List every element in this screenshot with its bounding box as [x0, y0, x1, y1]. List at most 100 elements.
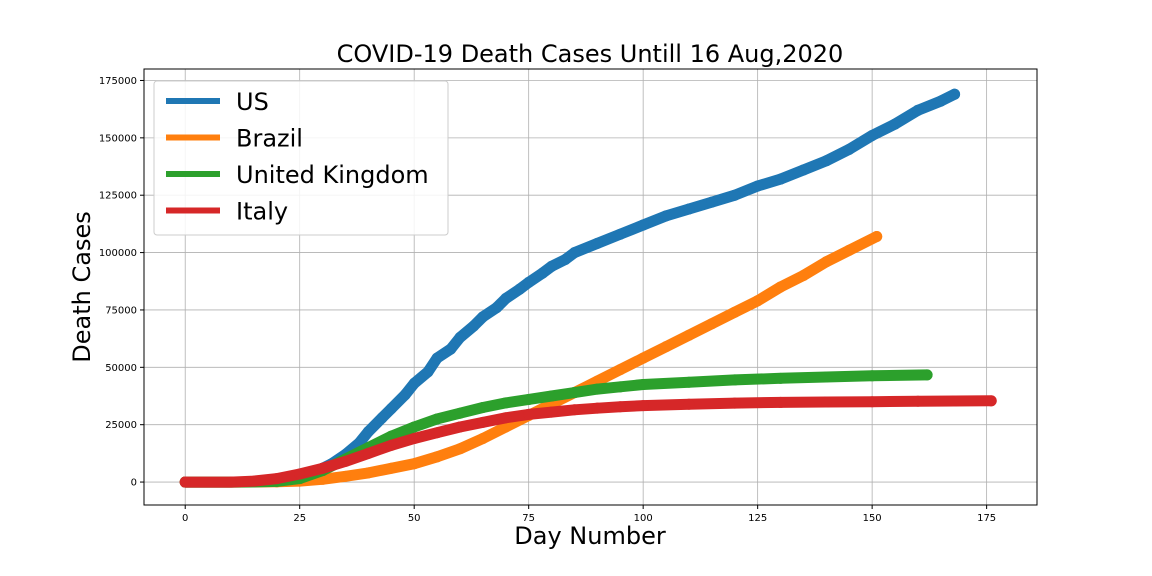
data-point [614, 364, 626, 376]
data-point [408, 432, 420, 444]
data-point [385, 439, 397, 451]
data-point [422, 366, 434, 378]
data-point [591, 402, 603, 414]
data-point [431, 413, 443, 425]
legend-label: Italy [236, 198, 288, 226]
x-tick-label: 125 [748, 513, 767, 524]
data-point [843, 143, 855, 155]
data-point [559, 253, 571, 265]
data-point [339, 455, 351, 467]
data-point [729, 397, 741, 409]
x-tick-label: 75 [522, 513, 535, 524]
data-point [376, 412, 388, 424]
data-point [935, 95, 947, 107]
data-point [362, 447, 374, 459]
data-point [683, 398, 695, 410]
x-tick-label: 150 [863, 513, 882, 524]
y-tick-label: 75000 [105, 305, 137, 316]
data-point [271, 473, 283, 485]
data-point [797, 270, 809, 282]
data-point [546, 390, 558, 402]
x-tick-label: 50 [408, 513, 421, 524]
data-point [454, 407, 466, 419]
data-point [843, 244, 855, 256]
y-tick-label: 25000 [105, 420, 137, 431]
data-point [820, 396, 832, 408]
data-point [491, 302, 503, 314]
data-point [568, 247, 580, 259]
data-point [339, 470, 351, 482]
data-point [546, 260, 558, 272]
data-point [468, 320, 480, 332]
data-point [514, 283, 526, 295]
data-point [385, 462, 397, 474]
data-point [871, 231, 883, 243]
data-point [500, 421, 512, 433]
data-point [912, 104, 924, 116]
data-point [385, 403, 397, 415]
data-point [921, 369, 933, 381]
data-point [477, 401, 489, 413]
data-point [752, 180, 764, 192]
legend-label: Brazil [236, 125, 303, 153]
data-point [706, 196, 718, 208]
data-point [431, 352, 443, 364]
y-tick-label: 125000 [99, 191, 137, 202]
data-point [637, 379, 649, 391]
data-point [408, 458, 420, 470]
data-point [912, 395, 924, 407]
x-tick-label: 0 [182, 513, 188, 524]
data-point [683, 203, 695, 215]
legend-label: US [236, 88, 269, 116]
x-tick-label: 100 [634, 513, 653, 524]
plot-frame [143, 68, 1038, 506]
data-point [454, 421, 466, 433]
data-point [729, 374, 741, 386]
data-point [637, 400, 649, 412]
data-point [683, 376, 695, 388]
data-point [431, 451, 443, 463]
data-point [523, 393, 535, 405]
data-point [775, 173, 787, 185]
data-point [500, 412, 512, 424]
data-point [637, 219, 649, 231]
data-point [500, 397, 512, 409]
data-point [294, 468, 306, 480]
legend: US Brazil United Kingdom Italy [153, 80, 449, 236]
series-italy [179, 395, 997, 488]
data-point [752, 295, 764, 307]
y-tick-label: 150000 [99, 133, 137, 144]
data-point [523, 276, 535, 288]
data-point [820, 371, 832, 383]
data-point [660, 210, 672, 222]
data-point [500, 292, 512, 304]
legend-box [153, 80, 449, 236]
data-point [179, 476, 191, 488]
series-layer [179, 88, 997, 488]
data-point [866, 370, 878, 382]
y-tick-label: 0 [131, 478, 137, 489]
x-axis-ticks: 0 25 50 75 100 125 150 175 [182, 505, 996, 524]
y-tick-label: 100000 [99, 248, 137, 259]
data-point [362, 426, 374, 438]
data-point [985, 395, 997, 407]
data-point [820, 155, 832, 167]
data-point [568, 404, 580, 416]
data-point [477, 416, 489, 428]
data-point [445, 343, 457, 355]
data-point [866, 130, 878, 142]
chart-title: COVID-19 Death Cases Untill 16 Aug,2020 [337, 40, 844, 68]
data-point [431, 427, 443, 439]
data-point [729, 189, 741, 201]
data-point [775, 396, 787, 408]
legend-label: United Kingdom [236, 161, 429, 189]
y-tick-label: 175000 [99, 76, 137, 87]
data-point [614, 401, 626, 413]
data-point [729, 306, 741, 318]
data-point [523, 408, 535, 420]
y-axis-label: Death Cases [68, 211, 96, 362]
y-tick-label: 50000 [105, 363, 137, 374]
data-point [660, 341, 672, 353]
data-point [591, 383, 603, 395]
